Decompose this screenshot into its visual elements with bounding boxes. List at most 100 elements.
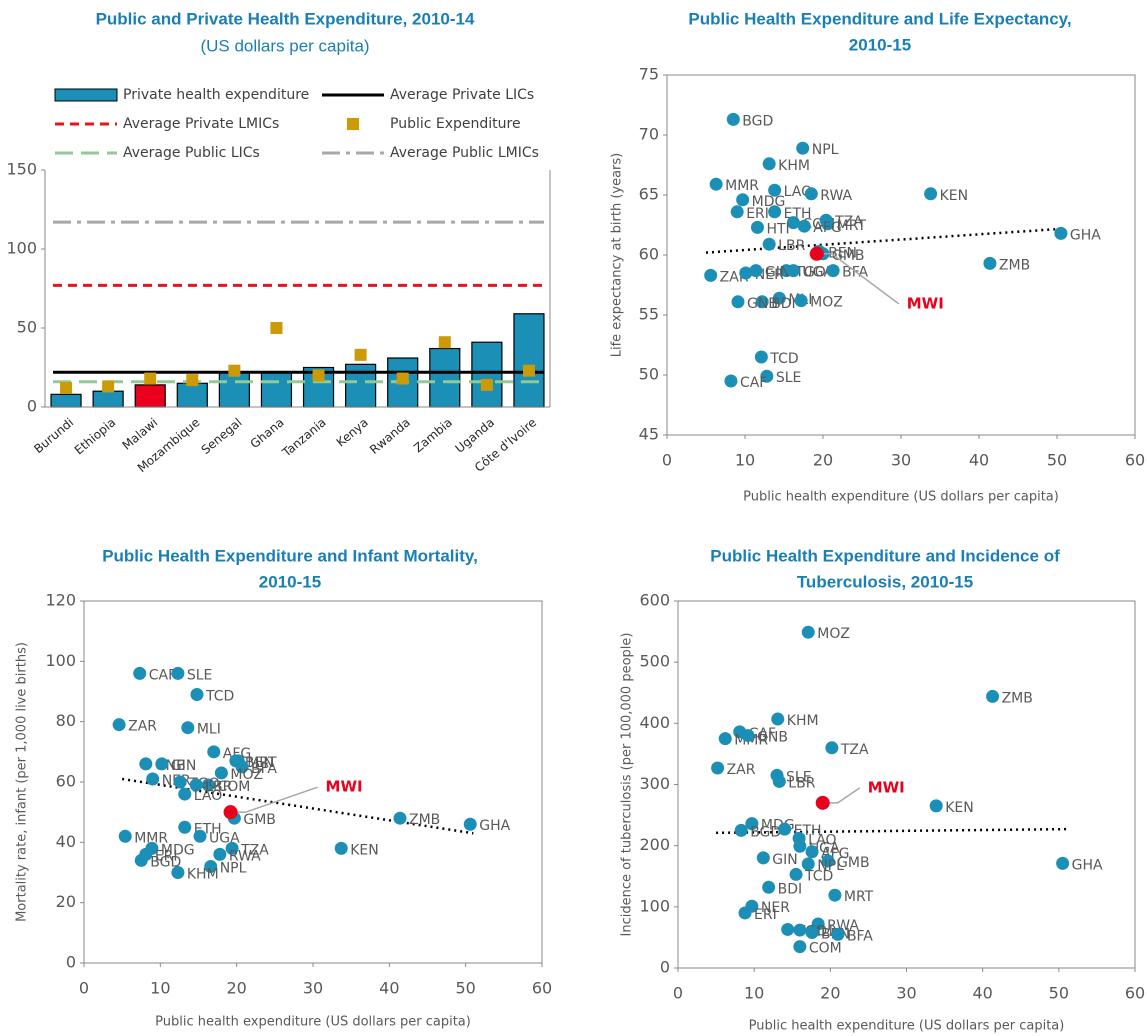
point-label: AFG — [813, 220, 841, 236]
point-label: KEN — [350, 842, 379, 858]
point-label: NPL — [812, 142, 839, 158]
point-label: CAF — [740, 375, 767, 391]
point-label: BEN — [245, 755, 274, 771]
x-tick-label: 40 — [972, 984, 992, 1003]
highlight-point — [223, 805, 238, 820]
public-marker — [522, 364, 535, 377]
point — [171, 866, 185, 879]
y-tick-label: 120 — [45, 591, 76, 610]
point-label: GHA — [1070, 227, 1101, 243]
point-label: MRT — [844, 889, 874, 905]
x-axis-label: Public health expenditure (US dollars pe… — [155, 1015, 471, 1030]
y-tick-label: 45 — [639, 425, 659, 444]
point-label: MOZ — [817, 626, 850, 642]
point — [189, 778, 203, 792]
point-label: BFA — [251, 761, 277, 777]
public-marker — [354, 348, 367, 361]
x-tick-label: 0 — [79, 979, 89, 998]
point — [181, 721, 195, 735]
x-tick-label: 10 — [735, 451, 755, 470]
point-label: SLE — [786, 769, 812, 785]
point-label: GNB — [747, 296, 778, 312]
point — [789, 867, 803, 881]
point — [801, 857, 815, 871]
point-label: ERI — [746, 206, 769, 222]
point-label: BFA — [847, 928, 873, 944]
point — [741, 729, 755, 743]
legend-label: Average Public LICs — [123, 145, 260, 161]
point-label: CAF — [749, 726, 776, 742]
point-label: GNB — [757, 730, 788, 746]
point-label: LBR — [778, 238, 805, 254]
highlight-label: MWI — [868, 778, 905, 796]
y-tick-label: 100 — [45, 651, 76, 670]
point-label: ZAR — [727, 762, 756, 778]
point — [762, 157, 776, 171]
y-tick-label: 100 — [639, 896, 670, 915]
point-label: MOZ — [230, 767, 263, 783]
point — [190, 688, 204, 702]
point — [173, 775, 187, 789]
point — [704, 268, 718, 282]
public-marker — [60, 382, 73, 395]
chart-title: 2010-15 — [259, 572, 321, 591]
point-label: ERI — [155, 848, 178, 864]
y-tick-label: 600 — [639, 591, 670, 610]
point — [793, 839, 807, 853]
point — [749, 264, 763, 278]
point — [155, 757, 169, 771]
y-tick-label: 65 — [639, 185, 659, 204]
y-tick-label: 400 — [639, 713, 670, 732]
point-label: MOZ — [810, 295, 843, 311]
x-tick-label: 10 — [150, 979, 170, 998]
y-tick-label: 70 — [639, 125, 659, 144]
point-label: TZA — [834, 214, 863, 230]
chart-title: Public Health Expenditure and Life Expec… — [688, 9, 1071, 28]
point — [213, 847, 227, 861]
x-axis-label: Public health expenditure (US dollars pe… — [749, 1019, 1065, 1034]
point — [207, 745, 221, 759]
highlight-point — [815, 795, 830, 810]
legend-swatch — [54, 88, 118, 102]
public-marker — [312, 369, 325, 382]
point — [797, 219, 811, 233]
point — [738, 906, 752, 920]
point — [133, 666, 147, 680]
point-label: GMB — [832, 248, 865, 264]
bar — [429, 347, 461, 408]
point-label: TGO — [794, 265, 825, 281]
point-label: MLI — [197, 722, 221, 738]
point-label: KEN — [940, 188, 969, 204]
point — [778, 822, 792, 836]
point-label: NPL — [817, 858, 844, 874]
point — [924, 187, 938, 201]
point-label: MMR — [134, 830, 168, 846]
point — [804, 187, 818, 201]
point-label: MRT — [247, 755, 277, 771]
point — [768, 205, 782, 219]
legend-label: Average Private LMICs — [123, 116, 279, 132]
legend-label: Private health expenditure — [123, 87, 309, 103]
public-marker — [270, 322, 283, 334]
bar — [513, 313, 545, 408]
y-axis-label: Incidence of tuberculosis (per 100,000 p… — [620, 633, 635, 937]
point — [826, 264, 840, 278]
y-tick-label: 20 — [56, 892, 76, 911]
x-tick-label: 10 — [744, 984, 764, 1003]
point — [178, 787, 192, 801]
point-label: ZMB — [1002, 690, 1033, 706]
chart-title: Public and Private Health Expenditure, 2… — [96, 9, 475, 28]
point — [739, 266, 753, 280]
point-label: KHM — [778, 158, 810, 174]
bar — [260, 371, 293, 408]
point-label: GIN — [765, 265, 790, 281]
point-label: TCD — [769, 351, 798, 367]
point-label: LAO — [194, 788, 222, 804]
y-tick-label: 0 — [660, 958, 670, 977]
point-label: LBR — [205, 779, 232, 795]
point — [929, 799, 943, 813]
point — [736, 193, 750, 207]
point — [214, 766, 228, 780]
x-tick-label: 20 — [813, 451, 833, 470]
legend-label: Average Private LICs — [390, 87, 534, 103]
